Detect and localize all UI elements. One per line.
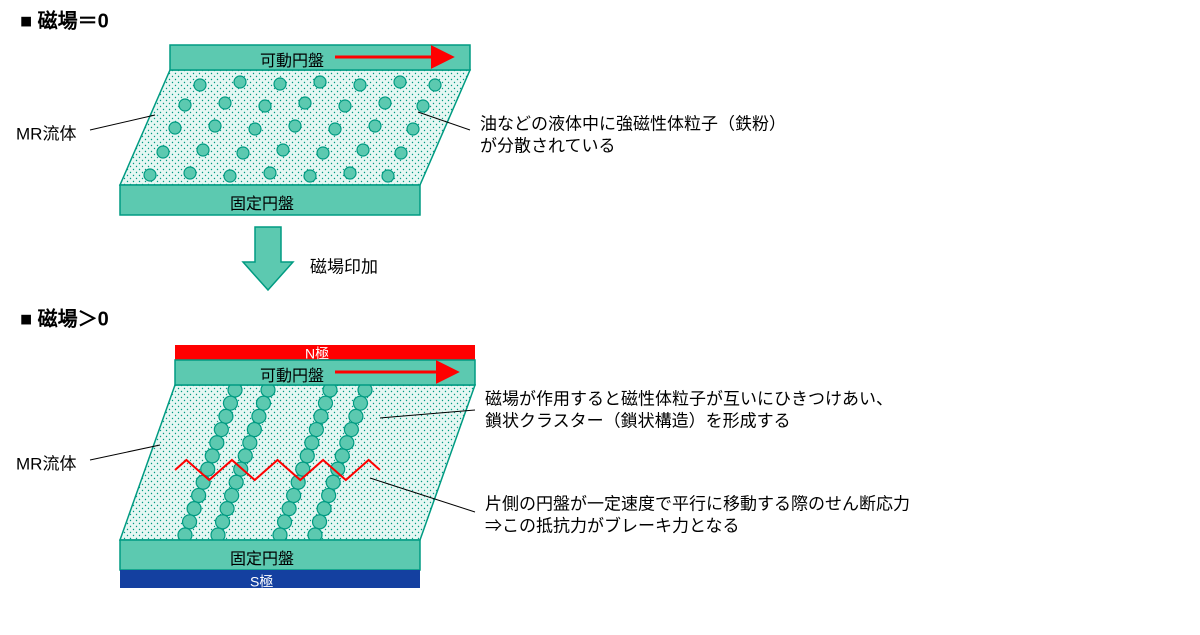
desc-bot-line1: 片側の円盤が一定速度で平行に移動する際のせん断応力	[485, 494, 910, 513]
fluid-region	[120, 385, 475, 540]
heading-field-positive: ■ 磁場＞0	[20, 306, 109, 330]
mr-fluid-label: MR流体	[16, 124, 76, 143]
mr-fluid-diagram: ■ 磁場＝0■ 磁場＞0可動円盤固定円盤MR流体油などの液体中に強磁性体粒子（鉄…	[0, 0, 1200, 635]
bottom-diagram: N極可動円盤固定円盤S極MR流体磁場が作用すると磁性体粒子が互いにひきつけあい、…	[16, 345, 910, 590]
mr-fluid-label: MR流体	[16, 454, 76, 473]
desc-top-line1: 油などの液体中に強磁性体粒子（鉄粉）	[480, 114, 786, 133]
movable-disk-label: 可動円盤	[260, 367, 324, 385]
apply-field-label: 磁場印加	[310, 257, 378, 276]
desc-bot-line2: ⇒この抵抗力がブレーキ力となる	[485, 515, 740, 535]
s-pole-label: S極	[250, 574, 273, 590]
fixed-disk-label: 固定円盤	[230, 550, 294, 568]
fixed-disk-label: 固定円盤	[230, 195, 294, 213]
top-diagram: 可動円盤固定円盤 MR流体 油などの液体中に強磁性体粒子（鉄粉） が分散されている	[16, 45, 786, 215]
movable-disk-label: 可動円盤	[260, 52, 324, 70]
apply-field-arrow	[243, 227, 293, 290]
desc-mid-line1: 磁場が作用すると磁性体粒子が互いにひきつけあい、	[485, 389, 893, 408]
desc-mid-line2: 鎖状クラスター（鎖状構造）を形成する	[485, 411, 791, 430]
heading-field-zero: ■ 磁場＝0	[20, 8, 109, 32]
desc-top-line2: が分散されている	[480, 136, 616, 155]
